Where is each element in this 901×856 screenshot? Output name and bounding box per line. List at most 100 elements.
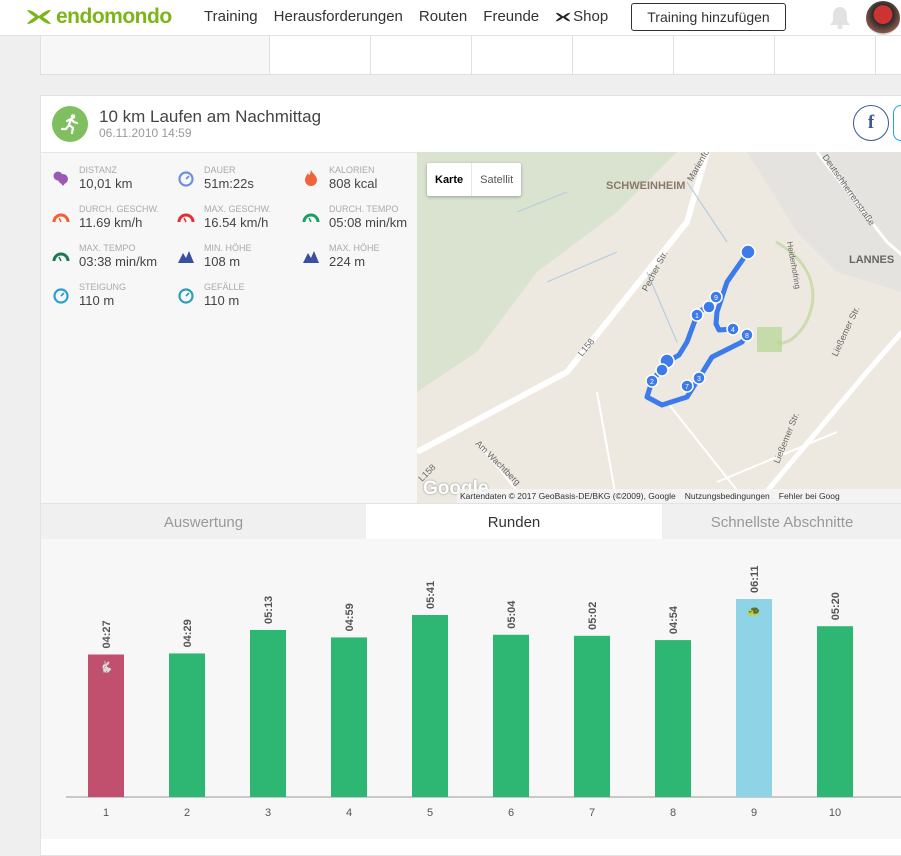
svg-text:8: 8 (745, 333, 749, 340)
lap-bar[interactable] (169, 653, 205, 797)
lap-number-label: 5 (427, 807, 433, 819)
calendar-day[interactable] (370, 36, 471, 74)
stat-value: 11.69 km/h (79, 215, 143, 230)
lap-time-label: 04:54 (668, 605, 680, 634)
stat-label: Max. Tempo (79, 243, 136, 253)
lap-time-label: 06:11 (749, 565, 761, 593)
lap-bar[interactable] (574, 635, 610, 797)
stat-item: Max. Geschw. 16.54 km/h (166, 202, 291, 238)
twitter-share-button[interactable] (893, 105, 901, 141)
calendar-day[interactable] (572, 36, 673, 74)
lap-time-label: 04:59 (344, 603, 356, 631)
stat-label: Gefälle (204, 282, 245, 292)
lap-bar[interactable] (736, 599, 772, 797)
workout-header: 10 km Laufen am Nachmittag 06.11.2010 14… (41, 96, 901, 152)
nav-freunde[interactable]: Freunde (483, 8, 540, 25)
tab-auswertung[interactable]: Auswertung (163, 513, 244, 531)
stat-item: Durch. Geschw. 11.69 km/h (41, 202, 166, 238)
nav-training[interactable]: Training (204, 8, 258, 25)
map-label: SCHWEINHEIM (606, 180, 685, 192)
calendar-day[interactable] (673, 36, 774, 74)
map-data-credit: Kartendaten © 2017 GeoBasis-DE/BKG (©200… (460, 491, 676, 501)
lap-bar[interactable] (493, 634, 529, 797)
terms-link[interactable]: Nutzungsbedingungen (684, 491, 770, 501)
calendar-day[interactable] (269, 36, 370, 74)
lap-bar[interactable] (250, 629, 286, 797)
stat-label: Durch. Geschw. (79, 204, 160, 214)
brand-name: endomondo (56, 5, 172, 28)
lap-number-label: 1 (103, 807, 109, 819)
stat-value: 10,01 km (79, 176, 133, 191)
stat-label: Distanz (79, 165, 117, 175)
calendar-strip (40, 36, 901, 75)
workout-title: 10 km Laufen am Nachmittag (99, 107, 322, 126)
svg-text:4: 4 (731, 327, 735, 334)
stat-value: 224 m (329, 254, 366, 269)
map-type-karte[interactable]: Karte (427, 163, 473, 196)
lap-number-label: 3 (265, 807, 271, 819)
nav-shop[interactable]: Shop (555, 8, 624, 25)
calendar-day[interactable] (875, 36, 901, 74)
running-icon (52, 106, 88, 142)
nav-herausforderungen[interactable]: Herausforderungen (273, 8, 403, 25)
facebook-share-button[interactable]: f (853, 105, 889, 141)
brand-logo[interactable]: endomondo (26, 5, 172, 29)
lap-bar[interactable] (655, 640, 691, 797)
nav-routen[interactable]: Routen (418, 8, 468, 25)
main-nav: Training Herausforderungen Routen Freund… (204, 8, 640, 25)
stat-label: Max. Geschw. (204, 204, 272, 214)
lap-number-label: 10 (829, 807, 841, 819)
under-armour-icon (555, 12, 571, 21)
lap-time-label: 04:27 (101, 620, 113, 648)
svg-text:1: 1 (695, 313, 699, 320)
location-pins-icon (53, 171, 68, 186)
stat-value: 05:08 min/km (329, 215, 408, 230)
report-error-link[interactable]: Fehler bei Goog (778, 491, 840, 501)
map-label: LANNES (849, 254, 894, 266)
svg-text:3: 3 (697, 376, 701, 383)
stat-item: Distanz 10,01 km (41, 163, 166, 199)
calendar-day[interactable] (774, 36, 875, 74)
speedometer-icon (177, 213, 195, 223)
ascent-compass-icon (53, 288, 69, 304)
lap-bar[interactable] (817, 626, 853, 797)
tab-runden[interactable]: Runden (366, 504, 662, 540)
lap-bar[interactable] (88, 654, 124, 797)
descent-compass-icon (178, 288, 194, 304)
map-attribution: Kartendaten © 2017 GeoBasis-DE/BKG (©200… (457, 489, 901, 503)
route-start-marker (740, 244, 756, 260)
analysis-tabs: Auswertung Runden Schnellste Abschnitte (41, 503, 901, 540)
lap-number-label: 8 (670, 807, 676, 819)
user-avatar[interactable] (866, 1, 900, 35)
lap-number-label: 4 (346, 807, 352, 819)
stat-label: Dauer (204, 165, 236, 175)
pace-gauge-icon (52, 252, 70, 262)
stat-item: Dauer 51m:22s (166, 163, 291, 199)
lap-bar[interactable] (331, 637, 367, 797)
calendar-day[interactable] (471, 36, 572, 74)
lap-bar[interactable] (412, 615, 448, 797)
stat-label: Steigung (79, 282, 127, 292)
bell-icon[interactable] (829, 6, 851, 30)
stat-label: Kalorien (329, 165, 375, 175)
tab-schnellste-abschnitte[interactable]: Schnellste Abschnitte (710, 513, 854, 531)
stat-value: 110 m (204, 293, 240, 308)
stat-item: Steigung 110 m (41, 280, 166, 316)
top-nav-bar: endomondo Training Herausforderungen Rou… (0, 0, 901, 36)
lap-time-label: 05:20 (830, 592, 842, 620)
under-armour-icon (27, 10, 51, 24)
lap-number-label: 9 (751, 807, 757, 819)
map-type-satellit[interactable]: Satellit (480, 173, 514, 186)
map-type-control: Karte Satellit (427, 163, 522, 196)
mountain-small-icon (178, 251, 194, 263)
workout-card: 10 km Laufen am Nachmittag 06.11.2010 14… (40, 95, 901, 856)
lap-time-label: 04:29 (182, 619, 194, 647)
stat-item: Durch. Tempo 05:08 min/km (291, 202, 416, 238)
stat-label: Durch. Tempo (329, 204, 399, 214)
map-label: Ließemer Str. (830, 305, 862, 358)
lap-time-label: 05:13 (263, 596, 275, 624)
stat-value: 51m:22s (204, 176, 254, 191)
add-training-button[interactable]: Training hinzufügen (631, 3, 786, 31)
